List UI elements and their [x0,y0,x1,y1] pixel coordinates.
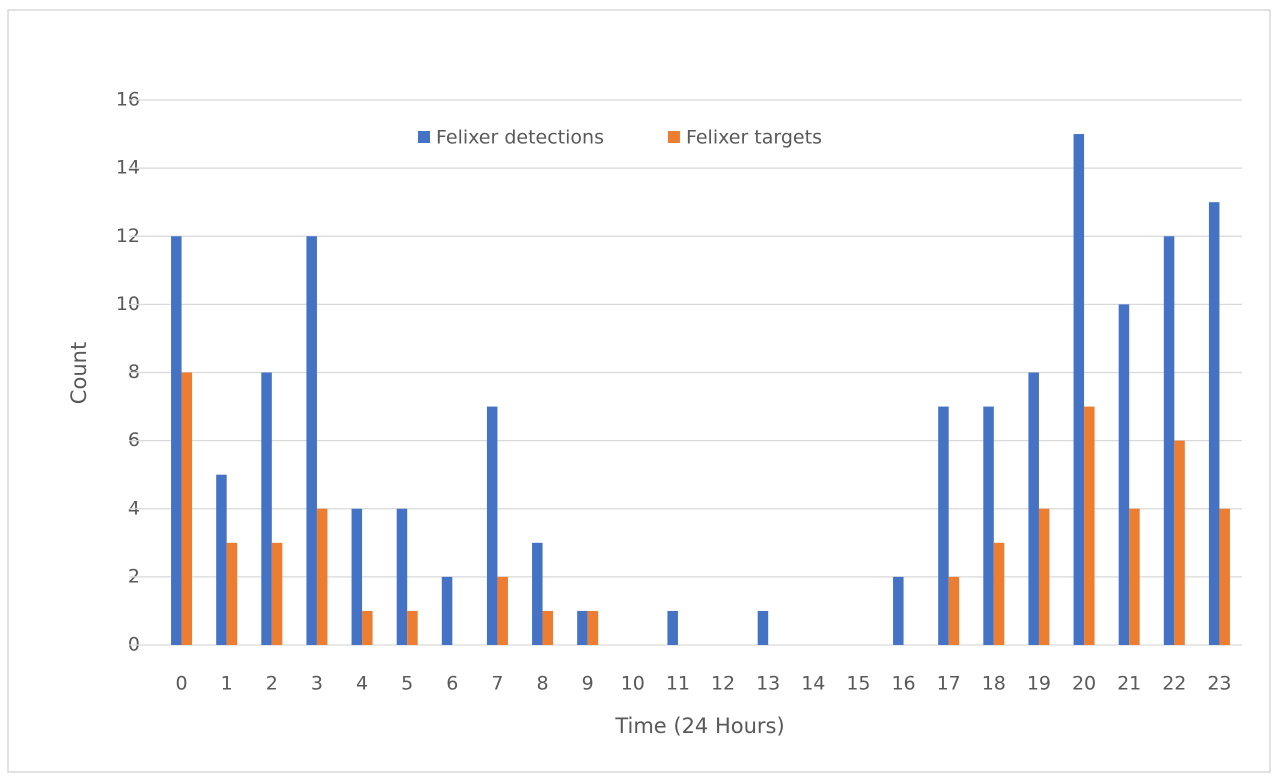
x-tick-label: 8 [537,673,549,695]
bar [1073,134,1085,645]
bar [757,610,769,645]
bar [1163,236,1175,645]
bar [532,542,543,645]
bar [1219,508,1230,645]
bar [948,576,960,645]
x-tick-label: 9 [582,673,594,695]
x-tick-label: 13 [756,673,780,695]
bar [667,610,678,645]
x-tick-label: 22 [1162,673,1186,695]
x-tick-label: 7 [491,673,503,695]
bar [938,406,949,645]
y-tick-label: 14 [116,157,140,179]
legend-label: Felixer targets [686,127,822,149]
x-tick-label: 3 [311,673,323,695]
bar [396,508,408,645]
x-tick-label: 1 [221,673,233,695]
legend-swatch [667,131,680,143]
x-tick-label: 23 [1207,673,1231,695]
bar [181,372,193,645]
bar [351,508,363,645]
bar [497,576,508,645]
x-tick-label: 2 [266,673,278,695]
bar [486,406,498,645]
bar [1174,440,1185,645]
x-tick-label: 0 [176,673,188,695]
bar [441,576,453,645]
bar [983,406,994,645]
bar [271,542,283,645]
x-tick-label: 14 [801,673,825,695]
y-tick-label: 10 [116,293,140,315]
bar [893,576,904,645]
y-tick-label: 16 [116,89,140,111]
bar [316,508,328,645]
bar [587,610,599,645]
x-tick-label: 19 [1027,673,1051,695]
x-tick-label: 5 [401,673,413,695]
bar [1208,202,1220,645]
bar [1118,304,1130,645]
bar [226,542,238,645]
x-tick-label: 21 [1117,673,1141,695]
bar [577,610,588,645]
x-tick-label: 6 [446,673,458,695]
bar [1129,508,1140,645]
bar [362,610,373,645]
y-tick-label: 12 [116,225,140,247]
x-tick-label: 18 [982,673,1006,695]
bar [993,542,1005,645]
x-tick-label: 17 [937,673,961,695]
bar [306,236,317,645]
y-axis-label: Count [67,342,91,404]
legend-label: Felixer detections [436,127,604,149]
x-tick-label: 12 [711,673,735,695]
x-tick-label: 15 [846,673,870,695]
x-tick-label: 16 [891,673,915,695]
legend-swatch [418,131,430,143]
x-axis-label: Time (24 Hours) [614,714,784,738]
x-tick-label: 20 [1072,673,1096,695]
x-tick-label: 4 [356,673,368,695]
x-tick-label: 11 [666,673,690,695]
bar [1028,372,1039,645]
bar [407,610,418,645]
bar [216,474,227,645]
bar [171,236,182,645]
bar [542,610,554,645]
bar [261,372,272,645]
bar [1084,406,1095,645]
x-tick-label: 10 [621,673,645,695]
bar [1038,508,1050,645]
